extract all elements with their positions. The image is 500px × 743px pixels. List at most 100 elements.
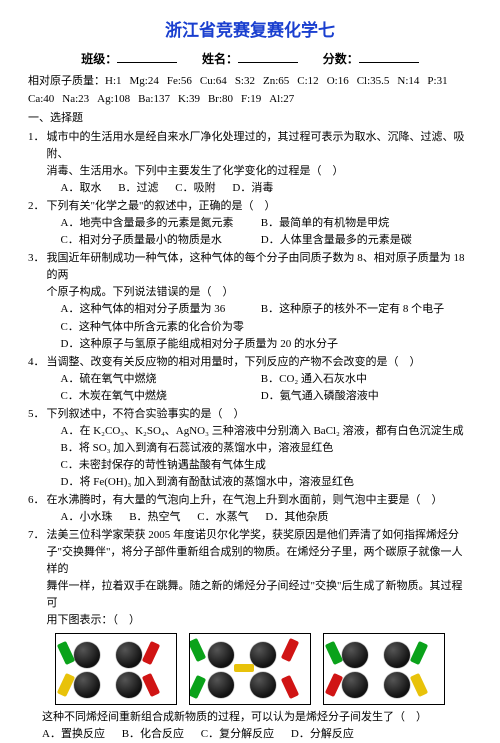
q2-d-text: 人体里含量最多的元素是碳: [280, 234, 412, 246]
q7-num: 7．: [28, 527, 47, 629]
q1-num: 1．: [28, 129, 47, 197]
q3-opt-c: C．这种气体中所含元素的化合价为零: [61, 319, 473, 336]
mass-cell: Ca:40: [28, 91, 54, 108]
q5-c-text: 未密封保存的苛性钠遇盐酸有气体生成: [79, 459, 266, 471]
mass-cell: F:19: [241, 91, 261, 108]
q2-c-text: 相对分子质量最小的物质是水: [79, 234, 222, 246]
section-1-heading: 一、选择题: [28, 110, 472, 127]
q4-stem: 当调整、改变有关反应物的相对用量时，下列反应的产物不会改变的是（ ）: [47, 354, 473, 371]
q6-options: A．小水珠 B．热空气 C．水蒸气 D．其他杂质: [47, 509, 473, 526]
q2-opt-b: B．最简单的有机物是甲烷: [261, 215, 459, 232]
q2-opt-d: D．人体里含量最多的元素是碳: [261, 232, 459, 249]
q7-opt-c: C．复分解反应: [201, 726, 274, 743]
q7-c-text: 复分解反应: [219, 728, 274, 740]
q7-diagram-2: [189, 633, 311, 705]
q6-c-text: 水蒸气: [216, 511, 249, 523]
q2-stem: 下列有关"化学之最"的叙述中，正确的是（ ）: [47, 198, 473, 215]
q1-stem-2: 消毒、生活用水。下列中主要发生了化学变化的过程是（ ）: [47, 163, 473, 180]
q5-d-text: 将 Fe(OH)₃ 加入到滴有酚酞试液的蒸馏水中，溶液显红色: [79, 476, 354, 488]
q4-d-text: 氨气通入磷酸溶液中: [280, 390, 379, 402]
q1-b-text: 过滤: [137, 182, 159, 194]
q4-opt-c: C．木炭在氧气中燃烧: [61, 388, 259, 405]
mass-cell: Br:80: [208, 91, 233, 108]
q6-opt-d: D．其他杂质: [265, 509, 328, 526]
name-blank: [238, 50, 298, 63]
q7-diagram-3: [323, 633, 445, 705]
mass-cell: Ag:108: [97, 91, 130, 108]
q2-opt-a: A．地壳中含量最多的元素是氮元素: [61, 215, 259, 232]
q1-opt-c: C．吸附: [175, 180, 215, 197]
q1-opt-d: D．消毒: [232, 180, 273, 197]
q2-opt-c: C．相对分子质量最小的物质是水: [61, 232, 259, 249]
class-blank: [117, 50, 177, 63]
q7-p4: 用下图表示：（ ）: [47, 612, 473, 629]
mass-cell: Fe:56: [167, 73, 192, 90]
q4-options: A．硫在氧气中燃烧 B．CO₂ 通入石灰水中 C．木炭在氧气中燃烧 D．氨气通入…: [47, 371, 473, 405]
q3-opt-d: D．这种原子与氢原子能组成相对分子质量为 20 的水分子: [61, 336, 473, 353]
q1-a-text: 取水: [79, 182, 101, 194]
mass-cell: Zn:65: [263, 73, 289, 90]
q3-opt-a: A．这种气体的相对分子质量为 36: [61, 301, 259, 318]
q3-b-text: 这种原子的核外不一定有 8 个电子: [279, 303, 444, 315]
q3-stem-1: 我国近年研制成功一种气体，这种气体的每个分子由同质子数为 8、相对原子质量为 1…: [47, 250, 473, 284]
q7-diagram-1: [55, 633, 177, 705]
mass-cell: Cu:64: [200, 73, 227, 90]
mass-cell: Al:27: [269, 91, 294, 108]
q7-options: A．置换反应 B．化合反应 C．复分解反应 D．分解反应: [28, 726, 472, 743]
mass-cell: K:39: [178, 91, 200, 108]
q3: 3． 我国近年研制成功一种气体，这种气体的每个分子由同质子数为 8、相对原子质量…: [28, 250, 472, 352]
q3-num: 3．: [28, 250, 47, 352]
q7-d-text: 分解反应: [310, 728, 354, 740]
q6-opt-c: C．水蒸气: [197, 509, 248, 526]
q7-p1: 法美三位科学家荣获 2005 年度诺贝尔化学奖，获奖原因是他们弄清了如何指挥烯烃…: [47, 527, 473, 544]
q6: 6． 在水沸腾时，有大量的气泡向上升，在气泡上升到水面前，则气泡中主要是（ ） …: [28, 492, 472, 526]
q5-opt-c: C．未密封保存的苛性钠遇盐酸有气体生成: [61, 457, 473, 474]
mass-cell: O:16: [327, 73, 349, 90]
name-label: 姓名：: [202, 52, 238, 66]
q6-opt-b: B．热空气: [129, 509, 180, 526]
q7-p3: 舞伴一样，拉着双手在跳舞。随之新的烯烃分子间经过"交换"后生成了新物质。其过程可: [47, 578, 473, 612]
mass-cell: P:31: [427, 73, 447, 90]
q1-options: A．取水 B．过滤 C．吸附 D．消毒: [47, 180, 473, 197]
q2: 2． 下列有关"化学之最"的叙述中，正确的是（ ） A．地壳中含量最多的元素是氮…: [28, 198, 472, 249]
mass-cell: C:12: [297, 73, 318, 90]
score-label: 分数：: [323, 52, 359, 66]
q1-opt-a: A．取水: [61, 180, 102, 197]
title: 浙江省竞赛复赛化学七: [28, 18, 472, 44]
q6-stem: 在水沸腾时，有大量的气泡向上升，在气泡上升到水面前，则气泡中主要是（ ）: [47, 492, 473, 509]
q7-opt-d: D．分解反应: [291, 726, 354, 743]
mass-cell: Mg:24: [130, 73, 159, 90]
q7-after: 这种不同烯烃间重新组合成新物质的过程，可以认为是烯烃分子间发生了（ ）: [28, 709, 472, 726]
score-blank: [359, 50, 419, 63]
q4-opt-d: D．氨气通入磷酸溶液中: [261, 388, 459, 405]
q3-options: A．这种气体的相对分子质量为 36 B．这种原子的核外不一定有 8 个电子 C．…: [47, 301, 473, 352]
atomic-masses-2: Ca:40 Na:23 Ag:108 Ba:137 K:39 Br:80 F:19 Al:27: [28, 91, 472, 108]
q7-opt-a: A．置换反应: [42, 726, 105, 743]
mass-cell: Ba:137: [138, 91, 170, 108]
q2-options: A．地壳中含量最多的元素是氮元素 B．最简单的有机物是甲烷 C．相对分子质量最小…: [47, 215, 473, 249]
q5-opt-a: A．在 K₂CO₃、K₂SO₄、AgNO₃ 三种溶液中分别滴入 BaCl₂ 溶液…: [61, 423, 473, 440]
q3-d-text: 这种原子与氢原子能组成相对分子质量为 20 的水分子: [79, 338, 338, 350]
q7-a-text: 置换反应: [61, 728, 105, 740]
q5-options: A．在 K₂CO₃、K₂SO₄、AgNO₃ 三种溶液中分别滴入 BaCl₂ 溶液…: [47, 423, 473, 491]
q6-a-text: 小水珠: [79, 511, 112, 523]
mass-cell: Na:23: [62, 91, 89, 108]
mass-cell: N:14: [397, 73, 419, 90]
q4-b-text: CO₂ 通入石灰水中: [279, 373, 367, 385]
q1-stem-1: 城市中的生活用水是经自来水厂净化处理过的，其过程可表示为取水、沉降、过滤、吸附、: [47, 129, 473, 163]
q1-c-text: 吸附: [194, 182, 216, 194]
q4: 4． 当调整、改变有关反应物的相对用量时，下列反应的产物不会改变的是（ ） A．…: [28, 354, 472, 405]
class-label: 班级：: [81, 52, 117, 66]
q1-d-text: 消毒: [251, 182, 273, 194]
q5-b-text: 将 SO₃ 加入到滴有石蕊试液的蒸馏水中，溶液显红色: [79, 442, 333, 454]
q3-opt-b: B．这种原子的核外不一定有 8 个电子: [261, 301, 459, 318]
q4-c-text: 木炭在氧气中燃烧: [79, 390, 167, 402]
page: 浙江省竞赛复赛化学七 班级： 姓名： 分数： 相对原子质量：H:1Mg:24Fe…: [0, 0, 500, 706]
q5-stem: 下列叙述中，不符合实验事实的是（ ）: [47, 406, 473, 423]
q5-a-text: 在 K₂CO₃、K₂SO₄、AgNO₃ 三种溶液中分别滴入 BaCl₂ 溶液，都…: [79, 425, 463, 437]
q7-p2: 子"交换舞伴"，将分子部件重新组合成别的物质。在烯烃分子里，两个碳原子就像一人样…: [47, 544, 473, 578]
q3-a-text: 这种气体的相对分子质量为 36: [79, 303, 225, 315]
q3-stem-2: 个原子构成。下列说法错误的是（ ）: [47, 284, 473, 301]
q6-d-text: 其他杂质: [284, 511, 328, 523]
q1-opt-b: B．过滤: [118, 180, 158, 197]
